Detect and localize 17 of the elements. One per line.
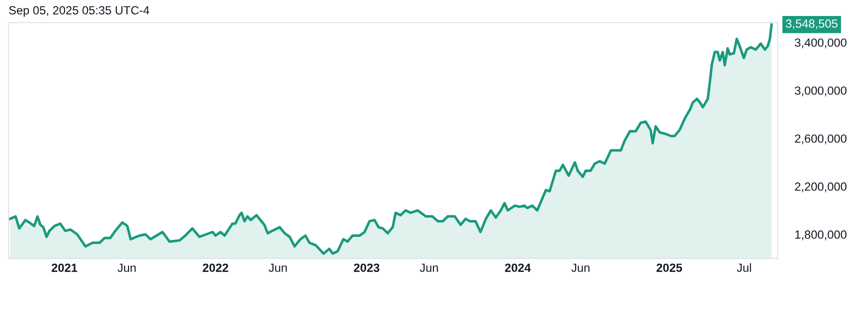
data-label: 3,548,505 <box>786 19 838 30</box>
x-tick-label: Jun <box>571 264 590 272</box>
x-tick-label: 2021 <box>52 264 78 272</box>
x-tick-label: 2023 <box>354 264 380 272</box>
x-tick-label: Jun <box>268 264 287 272</box>
y-tick-label: 1,800,000 <box>795 230 846 240</box>
y-tick-label: 3,000,000 <box>794 86 846 96</box>
x-tick-label: 2022 <box>202 264 228 272</box>
x-tick-label: Jun <box>420 264 438 272</box>
x-tick-label: Jun <box>118 264 136 272</box>
x-tick-label: 2025 <box>656 264 682 272</box>
chart-title: Sep 05, 2025 05:35 UTC-4 <box>9 6 150 17</box>
y-tick-label: 2,600,000 <box>795 134 846 144</box>
x-tick-label: 2024 <box>505 264 531 272</box>
y-tick-label: 2,200,000 <box>795 182 846 192</box>
y-tick-label: 3,400,000 <box>794 38 846 48</box>
x-tick-label: Jul <box>736 263 751 272</box>
